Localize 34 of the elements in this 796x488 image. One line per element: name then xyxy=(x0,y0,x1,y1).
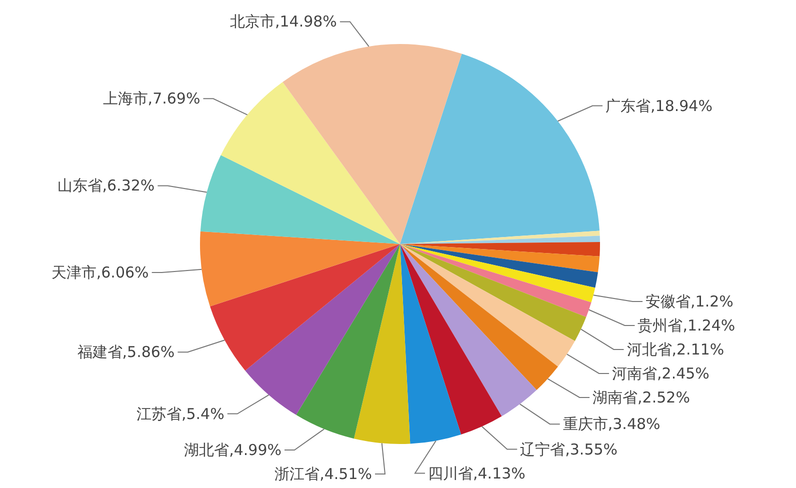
data-label: ,18.94% xyxy=(650,96,712,115)
slice-label: 河南省 xyxy=(612,364,658,382)
data-label: ,3.48% xyxy=(608,415,660,434)
data-label: ,1.24% xyxy=(682,316,736,334)
data-label: ,4.51% xyxy=(320,465,372,483)
data-label: ,2.45% xyxy=(657,364,710,382)
data-label: ,6.06% xyxy=(96,263,149,282)
slice-label: 北京市 xyxy=(230,12,275,31)
data-label: ,1.2% xyxy=(690,292,734,310)
slice-label: 浙江省 xyxy=(274,465,320,483)
data-label: ,7.69% xyxy=(148,90,200,108)
slice-label: 辽宁省 xyxy=(520,440,566,458)
slice-label: 四川省 xyxy=(428,464,473,482)
slice-label: 湖南省 xyxy=(592,388,638,406)
slice-label: 重庆市 xyxy=(562,415,608,434)
data-label: ,6.32% xyxy=(102,176,155,195)
slice-label: 山东省 xyxy=(57,176,102,195)
slice-label: 贵州省 xyxy=(638,316,683,334)
data-label: ,14.98% xyxy=(274,12,337,31)
data-label: ,5.86% xyxy=(122,343,175,362)
data-label: ,2.11% xyxy=(672,340,724,358)
data-label: ,5.4% xyxy=(181,404,224,423)
slice-label: 江苏省 xyxy=(136,404,182,423)
slice-label: 安徽省 xyxy=(646,292,691,310)
slice-label: 广东省 xyxy=(606,96,651,115)
data-label: ,4.99% xyxy=(229,441,282,459)
slice-label: 福建省 xyxy=(77,343,122,362)
data-label: ,4.13% xyxy=(473,464,526,482)
slice-label: 天津市 xyxy=(51,263,96,282)
slice-label: 上海市 xyxy=(102,90,148,108)
data-label: ,3.55% xyxy=(565,440,618,458)
data-label: ,2.52% xyxy=(638,388,690,406)
slice-label: 河北省 xyxy=(626,340,672,358)
slice-label: 湖北省 xyxy=(184,441,230,459)
